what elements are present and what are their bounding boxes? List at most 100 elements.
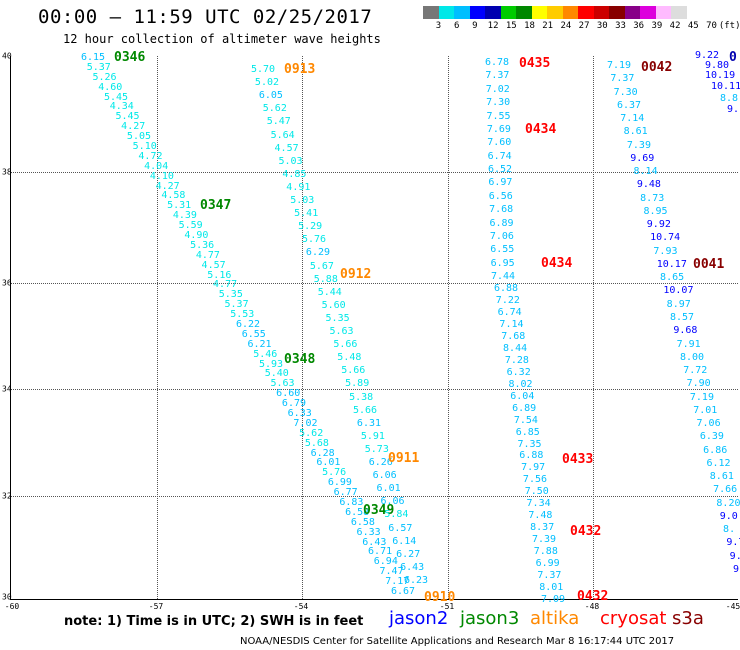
swh-value: 6.01 [316,457,341,469]
swh-value: 6.74 [487,150,512,162]
swh-value: 5.67 [309,260,334,272]
swh-value: 6.58 [350,516,375,528]
pass-time-label: 0434 [525,122,557,137]
scale-swatch [609,6,625,19]
swh-value: 6.99 [535,558,560,570]
swh-value: 6.33 [356,526,381,538]
gridline-lat [11,172,738,173]
swh-value: 6.60 [276,388,301,400]
scale-label: 33 [615,21,626,31]
swh-value: 4.77 [213,279,238,291]
swh-value: 9.22 [695,50,720,61]
swh-value: 5.63 [270,378,295,390]
swh-value: 7.01 [693,404,718,416]
legend-cryosat: cryosat [600,608,667,629]
scale-swatch [531,6,547,19]
swh-value: 6.88 [494,283,519,294]
swh-value: 7.30 [486,97,511,109]
swh-value: 7.47 [379,566,404,578]
scale-label: 30 [596,21,608,31]
swh-value: 5.48 [337,352,362,364]
y-tick-label: 34 [2,384,12,394]
swh-value: 5.53 [230,309,255,321]
note-text: note: 1) Time is in UTC; 2) SWH is in fe… [64,614,364,629]
swh-value: 8.14 [633,166,658,178]
swh-value: 10.07 [663,285,694,297]
y-tick-label: 32 [2,491,12,501]
swh-value: 7.88 [533,546,558,558]
swh-value: 5.47 [266,116,291,128]
x-tick-label: -45 [725,602,740,611]
swh-value: 6.52 [488,164,513,175]
swh-value: 6.23 [404,575,429,586]
gridline-lon [157,56,158,599]
swh-value: 8.8 [720,93,739,104]
swh-value: 10.17 [656,258,687,270]
swh-value: 5.66 [353,404,378,416]
swh-value: 5.66 [341,365,366,377]
swh-value: 8.65 [660,272,685,284]
swh-value: 5.68 [304,437,329,449]
pass-time-label: 0348 [284,352,316,367]
pass-time-label: 0435 [519,56,551,71]
y-tick-label: 40 [2,51,12,61]
swh-value: 6.57 [388,522,413,534]
swh-value: 5.63 [329,326,354,338]
gridline-lat [11,389,738,390]
swh-value: 7.09 [541,594,566,605]
swh-value: 6.86 [703,444,728,456]
swh-value: 7.06 [696,418,721,430]
swh-value: 7.14 [620,113,645,125]
swh-value: 7.19 [607,60,632,71]
swh-value: 5.16 [207,269,232,281]
swh-value: 7.22 [495,294,520,306]
swh-value: 4.39 [172,210,197,222]
swh-value: 5.44 [317,286,342,298]
swh-value: 5.35 [325,312,350,324]
pass-time-label: 0346 [114,50,146,65]
swh-value: 4.10 [149,170,174,182]
swh-value: 7.97 [521,462,546,474]
swh-value: 7.06 [489,230,514,242]
swh-value: 7.37 [485,70,510,82]
swh-value: 5.41 [294,208,319,220]
swh-value: 10.11 [711,81,740,92]
scale-label: 15 [505,21,517,31]
pass-time-label: 0349 [363,503,395,518]
swh-value: 5.40 [264,368,289,380]
color-scale-bar [423,6,687,19]
swh-value: 8.01 [539,582,564,594]
swh-value: 7.30 [613,86,638,98]
scale-label: 36 [633,21,645,31]
swh-value: 5.76 [302,234,327,246]
gridline-lon [593,56,594,599]
swh-value: 4.91 [286,181,311,193]
swh-value: 9.48 [636,179,661,191]
scale-label: 12 [487,21,499,31]
swh-value: 5.88 [313,273,338,285]
swh-value: 4.27 [121,121,146,133]
swh-value: 6.39 [699,431,724,443]
swh-value: 4.57 [274,142,299,154]
pass-time-label: 0433 [562,452,594,467]
page-subtitle: 12 hour collection of altimeter wave hei… [63,32,381,46]
pass-time-label: 0041 [693,257,725,272]
swh-value: 6.55 [490,244,515,256]
swh-value: 5.36 [190,239,215,251]
swh-value: 5.35 [218,289,243,301]
swh-value: 9.80 [705,60,730,71]
swh-value: 7.44 [491,271,516,282]
pass-time-label: 0 [729,50,737,65]
swh-value: 6.94 [373,556,398,568]
scale-swatch [640,6,656,19]
swh-value: 7.69 [486,123,511,135]
gridline-lat [11,283,738,284]
scale-swatch [423,6,439,19]
swh-value: 8. [723,524,736,536]
swh-value: 8.57 [670,312,695,323]
scale-label: (ft) [718,21,740,31]
swh-value: 7.02 [485,83,510,95]
swh-value: 7.48 [528,510,553,522]
swh-value: 6.29 [305,247,331,259]
swh-value: 5.03 [290,195,315,207]
